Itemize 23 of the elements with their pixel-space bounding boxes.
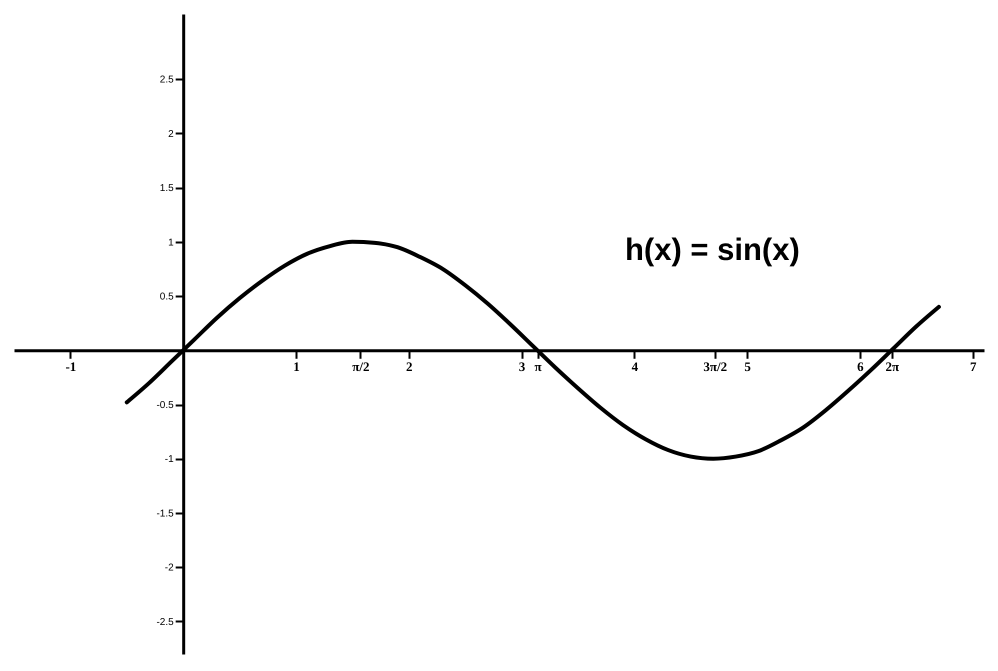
x-tick-label: π/2 <box>352 358 370 374</box>
x-tick-label: -1 <box>65 358 76 374</box>
y-tick-label: 1.5 <box>160 183 174 194</box>
y-tick-label: 2.5 <box>160 74 174 86</box>
x-tick-label: 4 <box>632 358 639 374</box>
y-tick-label: -0.5 <box>156 400 174 412</box>
x-tick-label: 3 <box>518 358 526 374</box>
x-tick-label: 2π <box>886 358 900 374</box>
x-tick-label: 6 <box>857 358 864 374</box>
x-tick-label: π <box>534 358 542 374</box>
y-tick-label: -2 <box>164 562 174 574</box>
y-tick-label: -1.5 <box>156 508 174 520</box>
y-tick-label: 1 <box>168 237 174 248</box>
annotation: h(x) = sin(x) <box>624 232 800 267</box>
y-tick-label: 2 <box>168 128 174 140</box>
x-tick-label: 7 <box>970 358 977 374</box>
y-tick-label: -1 <box>164 454 174 466</box>
y-tick-label: -2.5 <box>156 616 174 628</box>
x-tick-label: 1 <box>293 358 300 374</box>
x-tick-label: 2 <box>406 358 413 374</box>
x-tick-label: 5 <box>744 358 752 374</box>
x-tick-label: 3π/2 <box>703 358 728 374</box>
y-tick-label: 0.5 <box>160 292 174 303</box>
